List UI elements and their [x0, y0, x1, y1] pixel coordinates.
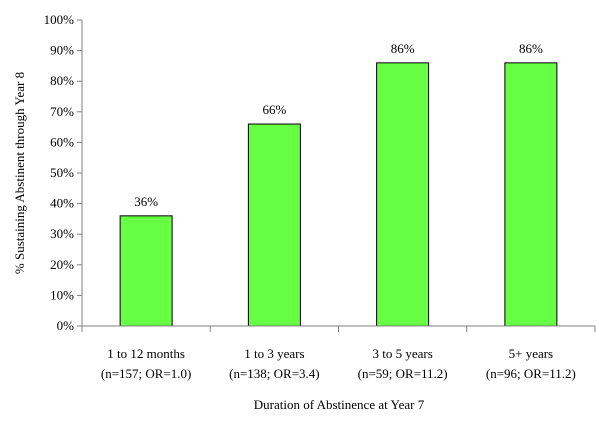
x-axis-title: Duration of Abstinence at Year 7	[254, 397, 425, 412]
x-tick-sublabel: (n=59; OR=11.2)	[358, 366, 448, 381]
bar	[119, 215, 173, 327]
x-tick-label: 5+ years	[509, 346, 554, 361]
data-label: 66%	[262, 102, 286, 117]
bar	[247, 123, 301, 327]
y-axis-ticks: 0% 10% 20% 30% 40% 50% 60% 70% 80% 90% 100%	[44, 12, 82, 333]
y-tick-label: 30%	[50, 226, 74, 241]
y-tick-label: 20%	[50, 257, 74, 272]
axes	[81, 20, 596, 332]
y-tick-label: 10%	[50, 287, 74, 302]
x-tick-label: 1 to 3 years	[244, 346, 304, 361]
bar	[504, 62, 558, 327]
x-tick-label: 3 to 5 years	[372, 346, 432, 361]
x-tick-sublabel: (n=96; OR=11.2)	[486, 366, 576, 381]
category-labels: 1 to 12 months (n=157; OR=1.0) 1 to 3 year…	[101, 346, 576, 381]
y-tick-label: 70%	[50, 104, 74, 119]
x-tick-sublabel: (n=157; OR=1.0)	[101, 366, 192, 381]
y-tick-label: 0%	[57, 318, 75, 333]
y-tick-label: 90%	[50, 43, 74, 58]
x-tick-sublabel: (n=138; OR=3.4)	[229, 366, 320, 381]
data-labels: 36% 66% 86% 86%	[134, 41, 543, 209]
y-tick-label: 40%	[50, 196, 74, 211]
data-label: 86%	[391, 41, 415, 56]
y-tick-label: 50%	[50, 165, 74, 180]
y-tick-label: 80%	[50, 73, 74, 88]
bars	[119, 62, 558, 327]
bar	[376, 62, 430, 327]
data-label: 36%	[134, 194, 158, 209]
y-tick-label: 60%	[50, 134, 74, 149]
data-label: 86%	[519, 41, 543, 56]
x-tick-label: 1 to 12 months	[107, 346, 185, 361]
y-axis-title: % Sustaining Abstinent through Year 8	[12, 72, 27, 274]
y-tick-label: 100%	[44, 12, 75, 27]
